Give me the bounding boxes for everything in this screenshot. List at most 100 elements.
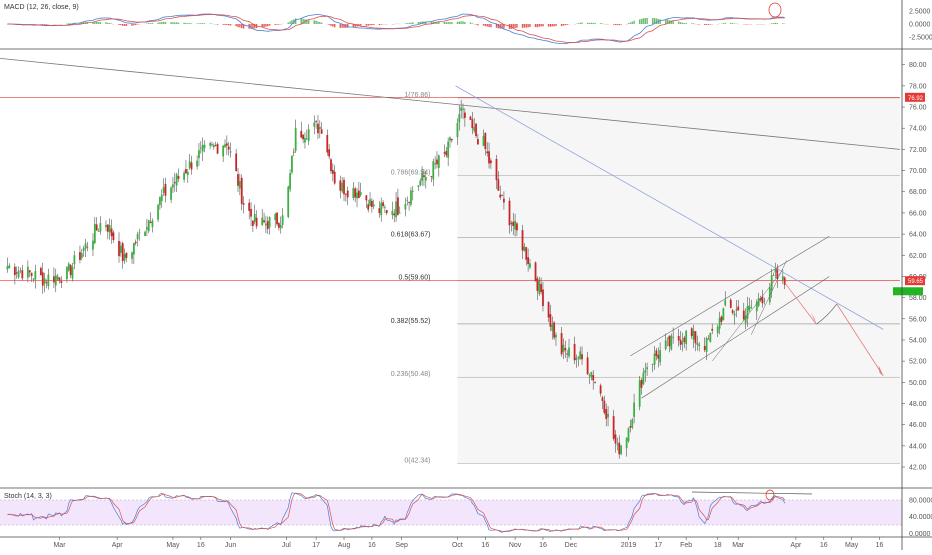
candle-body <box>254 214 256 222</box>
fib-level-label: 0.618(63.67) <box>391 232 431 239</box>
candle-body <box>548 302 550 317</box>
macd-histogram-bar <box>217 24 218 25</box>
candle-body <box>555 335 557 338</box>
macd-histogram-bar <box>98 22 99 24</box>
macd-histogram-bar <box>70 23 71 24</box>
candle-body <box>217 144 219 154</box>
time-tick-label: 16 <box>197 542 205 549</box>
macd-histogram-bar <box>105 22 106 24</box>
candle-body <box>334 172 336 184</box>
candle-body <box>470 117 472 120</box>
macd-histogram-bar <box>263 24 264 27</box>
candle-body <box>503 199 505 203</box>
candle-body <box>31 273 33 276</box>
candle-body <box>682 342 684 345</box>
macd-histogram-bar <box>459 22 460 24</box>
candle-body <box>691 328 693 336</box>
macd-histogram-bar <box>202 23 203 24</box>
macd-histogram-bar <box>332 24 333 27</box>
time-tick-label: Apr <box>790 542 802 549</box>
candle-body <box>18 271 20 277</box>
candle-body <box>319 127 321 129</box>
candle-body <box>633 403 635 417</box>
candle-body <box>654 354 656 365</box>
candle-body <box>471 119 473 128</box>
macd-histogram-bar <box>96 22 97 24</box>
candle-body <box>100 223 102 232</box>
time-tick-label: Mar <box>53 542 66 549</box>
candle-body <box>256 218 258 227</box>
candle-body <box>228 147 230 150</box>
stoch-tick-label: 80.0000 <box>909 498 932 505</box>
macd-histogram-bar <box>152 23 153 24</box>
candle-body <box>589 375 591 376</box>
macd-histogram-bar <box>470 23 471 24</box>
candle-body <box>449 138 451 141</box>
macd-histogram-bar <box>446 22 447 24</box>
price-tick-label: 50.00 <box>909 380 927 387</box>
macd-histogram-bar <box>380 24 381 25</box>
candle-body <box>122 243 124 261</box>
candle-body <box>607 414 609 417</box>
candle-body <box>618 443 620 455</box>
time-tick-label: Nov <box>509 542 522 549</box>
price-tick-label: 48.00 <box>909 401 927 408</box>
candle-body <box>295 128 297 151</box>
macd-histogram-bar <box>321 23 322 24</box>
macd-histogram-bar <box>107 23 108 24</box>
price-tick-label: 66.00 <box>909 210 927 217</box>
macd-histogram-bar <box>656 18 657 24</box>
candle-body <box>419 181 421 185</box>
candle-body <box>157 205 159 220</box>
time-tick-label: Dec <box>565 542 578 549</box>
candle-body <box>185 169 187 173</box>
time-tick-label: 17 <box>654 542 662 549</box>
macd-histogram-bar <box>643 18 644 24</box>
candle-body <box>626 438 628 448</box>
price-tick-label: 54.00 <box>909 337 927 344</box>
macd-histogram-bar <box>527 24 528 27</box>
candle-body <box>159 197 161 205</box>
macd-histogram-bar <box>237 24 238 27</box>
macd-histogram-bar <box>565 24 566 25</box>
time-tick-label: 16 <box>368 542 376 549</box>
candle-body <box>743 311 745 320</box>
candle-body <box>42 272 44 285</box>
candle-body <box>397 197 399 214</box>
fib-level-label: 1(76.86) <box>404 92 430 99</box>
candle-body <box>782 276 784 280</box>
candle-body <box>529 263 531 267</box>
candle-body <box>386 210 388 213</box>
candle-body <box>373 204 375 206</box>
candle-body <box>667 338 669 339</box>
macd-histogram-bar <box>555 24 556 26</box>
candle-body <box>510 223 512 224</box>
candle-body <box>230 151 232 152</box>
candle-body <box>369 199 371 205</box>
candle-body <box>406 200 408 201</box>
candle-body <box>92 241 94 250</box>
candle-body <box>144 232 146 236</box>
macd-histogram-bar <box>725 23 726 24</box>
candle-body <box>237 174 239 186</box>
macd-histogram-bar <box>620 24 621 25</box>
candle-body <box>568 348 570 357</box>
macd-histogram-bar <box>360 24 361 26</box>
macd-histogram-bar <box>522 24 523 28</box>
candle-body <box>483 136 485 146</box>
candle-body <box>360 192 362 195</box>
candle-body <box>34 271 36 279</box>
macd-tick-label: 0.0000 <box>909 22 931 29</box>
macd-histogram-bar <box>159 22 160 24</box>
macd-histogram-bar <box>301 18 302 24</box>
macd-histogram-bar <box>691 23 692 24</box>
candle-body <box>46 282 48 283</box>
macd-histogram-bar <box>591 23 592 24</box>
candle-body <box>70 265 72 275</box>
candle-body <box>747 306 749 319</box>
candle-body <box>60 281 62 283</box>
macd-histogram-bar <box>587 23 588 24</box>
